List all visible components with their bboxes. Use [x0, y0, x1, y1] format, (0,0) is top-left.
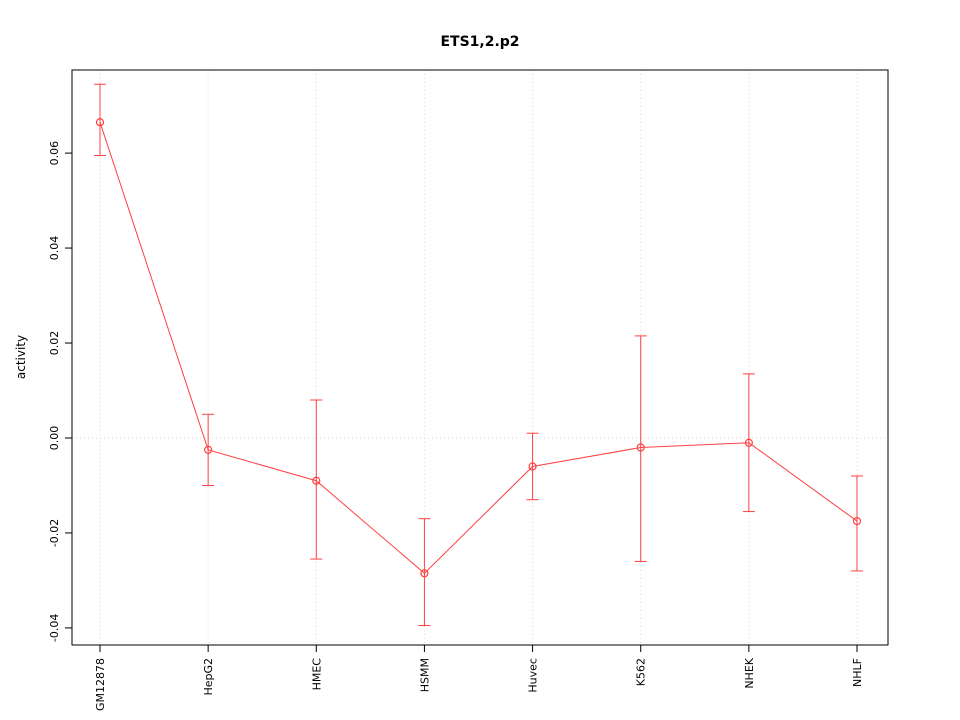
x-tick-label: Huvec — [527, 658, 540, 693]
y-axis-label: activity — [14, 335, 28, 379]
data-point — [744, 438, 753, 447]
data-point — [636, 443, 645, 452]
data-point — [312, 476, 321, 485]
data-point — [528, 462, 537, 471]
data-point — [204, 445, 213, 454]
data-point — [852, 516, 862, 526]
y-tick-label: 0.06 — [48, 141, 61, 166]
y-tick-label: 0.02 — [48, 331, 61, 356]
x-tick-label: NHLF — [851, 658, 864, 687]
y-tick-label: 0.04 — [48, 236, 61, 261]
x-tick-label: NHEK — [743, 657, 756, 688]
y-tick-label: 0.00 — [48, 426, 61, 451]
x-tick-label: GM12878 — [94, 658, 107, 711]
plot-border — [71, 69, 889, 646]
gridlines — [72, 70, 888, 645]
chart-title: ETS1,2.p2 — [440, 34, 519, 50]
x-tick-label: HSMM — [418, 658, 431, 692]
y-tick-label: -0.02 — [48, 519, 61, 547]
y-tick-label: -0.04 — [48, 614, 61, 642]
x-tick-label: HepG2 — [202, 658, 215, 696]
x-tick-label: HMEC — [310, 658, 323, 691]
data-point — [95, 118, 105, 127]
x-tick-label: K562 — [635, 658, 648, 686]
axes: -0.04 -0.02 0.00 0.02 0.04 0.06 GM12878 HepG2 HM… — [48, 69, 889, 711]
series-line — [99, 122, 858, 574]
data-point — [420, 569, 429, 578]
series-layer — [94, 83, 863, 627]
